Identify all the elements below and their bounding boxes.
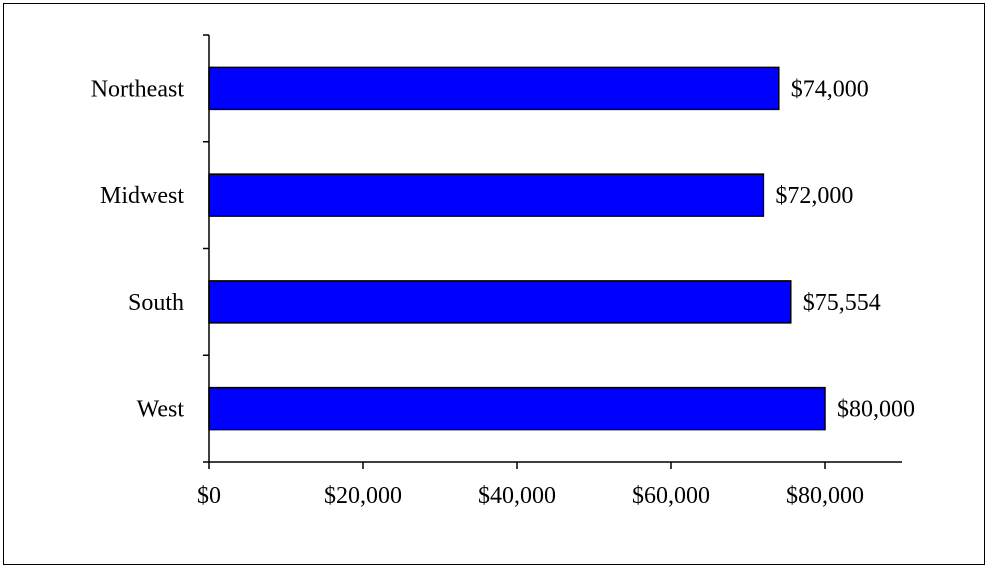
bar-midwest xyxy=(208,173,765,217)
bar-west xyxy=(208,386,826,431)
x-tick-label: $40,000 xyxy=(478,483,556,509)
axes-layer xyxy=(203,34,902,469)
category-label-northeast: Northeast xyxy=(91,76,185,102)
x-tick-label: $60,000 xyxy=(632,483,710,509)
bar-northeast xyxy=(208,66,780,111)
bar-south xyxy=(208,280,792,324)
x-tick-label: $20,000 xyxy=(324,483,402,509)
data-label-northeast: $74,000 xyxy=(791,76,869,102)
category-label-west: West xyxy=(137,397,185,423)
x-tick-label: $80,000 xyxy=(786,483,864,509)
data-label-midwest: $72,000 xyxy=(775,183,853,209)
category-label-midwest: Midwest xyxy=(100,183,184,209)
category-label-south: South xyxy=(128,290,184,316)
labels-layer: Northeast $74,000 Midwest $72,000 South $75,5… xyxy=(91,76,915,509)
x-tick-label: $0 xyxy=(197,483,221,509)
data-label-west: $80,000 xyxy=(837,397,915,423)
data-label-south: $75,554 xyxy=(803,290,881,316)
bars-layer xyxy=(208,66,826,431)
